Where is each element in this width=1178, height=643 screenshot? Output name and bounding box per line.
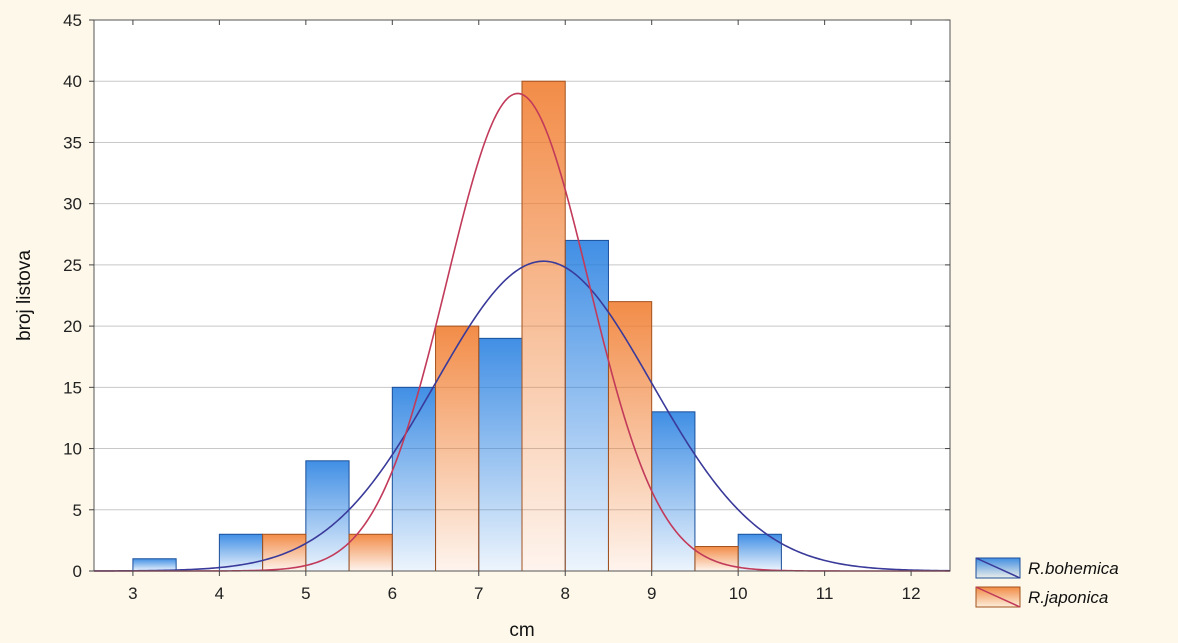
x-tick-label: 8 <box>560 584 569 603</box>
bar-r-bohemica <box>478 337 523 572</box>
bars <box>132 80 782 572</box>
y-tick-label: 35 <box>63 133 82 152</box>
fit-curve-r-bohemica <box>93 260 951 572</box>
bar-r-japonica <box>521 80 566 572</box>
x-tick-label: 4 <box>215 584 224 603</box>
y-tick-label: 45 <box>63 11 82 30</box>
x-axis-title: cm <box>509 620 534 641</box>
y-tick-label: 5 <box>73 501 82 520</box>
y-tick-label: 25 <box>63 256 82 275</box>
y-tick-label: 40 <box>63 72 82 91</box>
y-tick-label: 15 <box>63 378 82 397</box>
y-tick-label: 30 <box>63 195 82 214</box>
bar-r-japonica <box>262 533 307 572</box>
x-tick-label: 6 <box>388 584 397 603</box>
x-tick-label: 9 <box>647 584 656 603</box>
bar-r-japonica <box>348 533 393 572</box>
bar-r-japonica <box>694 546 739 572</box>
bar-r-bohemica <box>132 558 177 572</box>
x-tick-label: 7 <box>474 584 483 603</box>
legend-key <box>975 557 1021 579</box>
plot-frame <box>93 19 951 572</box>
y-axis-title: broj listova <box>14 250 35 341</box>
bar-r-bohemica <box>651 411 696 572</box>
legend: R.bohemica R.japonica <box>975 557 1119 608</box>
x-tick-label: 5 <box>301 584 310 603</box>
legend-key <box>975 586 1021 608</box>
bar-r-bohemica <box>391 386 437 572</box>
x-tick-label: 12 <box>902 584 921 603</box>
bar-r-japonica <box>435 325 480 572</box>
x-tick-label: 11 <box>816 584 834 603</box>
x-tick-label: 10 <box>729 584 748 603</box>
bar-r-bohemica <box>564 239 609 572</box>
y-tick-label: 20 <box>63 317 82 336</box>
legend-label: R.bohemica <box>1028 559 1119 578</box>
y-tick-label: 0 <box>73 562 82 581</box>
bar-r-bohemica <box>737 533 782 572</box>
legend-label: R.japonica <box>1028 588 1108 607</box>
x-tick-label: 3 <box>128 584 137 603</box>
y-tick-label: 10 <box>63 440 82 459</box>
